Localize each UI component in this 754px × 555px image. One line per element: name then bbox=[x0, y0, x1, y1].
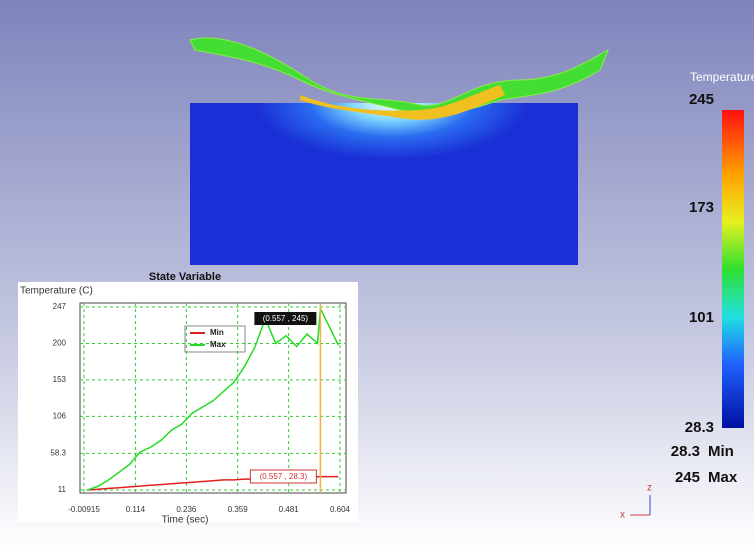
cursor-min-label: (0.557 , 28.3) bbox=[260, 472, 308, 481]
legend bbox=[184, 325, 246, 353]
series-line bbox=[87, 305, 339, 491]
min-value: 28.3 bbox=[671, 443, 700, 460]
x-tick-label: 0.114 bbox=[126, 505, 146, 514]
x-axis-title: Time (sec) bbox=[162, 515, 209, 526]
colorbar-label: 101 bbox=[689, 309, 714, 326]
x-tick-label: 0.236 bbox=[176, 505, 197, 514]
y-tick-label: 106 bbox=[53, 411, 67, 420]
x-tick-label: -0.00915 bbox=[68, 505, 100, 514]
colorbar-label: 28.3 bbox=[685, 419, 714, 436]
legend-label: Min bbox=[210, 328, 224, 337]
x-tick-label: 0.359 bbox=[228, 505, 249, 514]
triad: x z bbox=[620, 483, 652, 521]
legend-label: Max bbox=[210, 340, 226, 349]
min-text: Min bbox=[708, 443, 734, 460]
colorbar bbox=[722, 110, 744, 428]
chip-hot bbox=[300, 85, 505, 120]
colorbar-title: Temperature (C) bbox=[690, 70, 754, 84]
y-tick-label: 58.3 bbox=[50, 448, 66, 457]
cursor-max-box bbox=[254, 312, 317, 325]
colorbar-label: 173 bbox=[689, 199, 714, 216]
workpiece bbox=[190, 103, 578, 265]
cursor-max-label: (0.557 , 245) bbox=[263, 314, 309, 323]
chart-title: State Variable bbox=[149, 271, 221, 283]
y-tick-label: 247 bbox=[53, 302, 67, 311]
cursor-min-box bbox=[249, 469, 317, 484]
y-axis-title: Temperature (C) bbox=[20, 286, 93, 297]
max-text: Max bbox=[708, 469, 738, 486]
colorbar-label: 245 bbox=[689, 91, 714, 108]
x-tick-label: 0.604 bbox=[330, 505, 351, 514]
max-value: 245 bbox=[675, 469, 700, 486]
triad-x: x bbox=[620, 510, 625, 521]
y-tick-label: 200 bbox=[53, 339, 67, 348]
y-tick-label: 11 bbox=[58, 485, 67, 494]
y-tick-label: 153 bbox=[53, 375, 67, 384]
x-tick-label: 0.481 bbox=[279, 505, 300, 514]
triad-z: z bbox=[647, 483, 652, 494]
